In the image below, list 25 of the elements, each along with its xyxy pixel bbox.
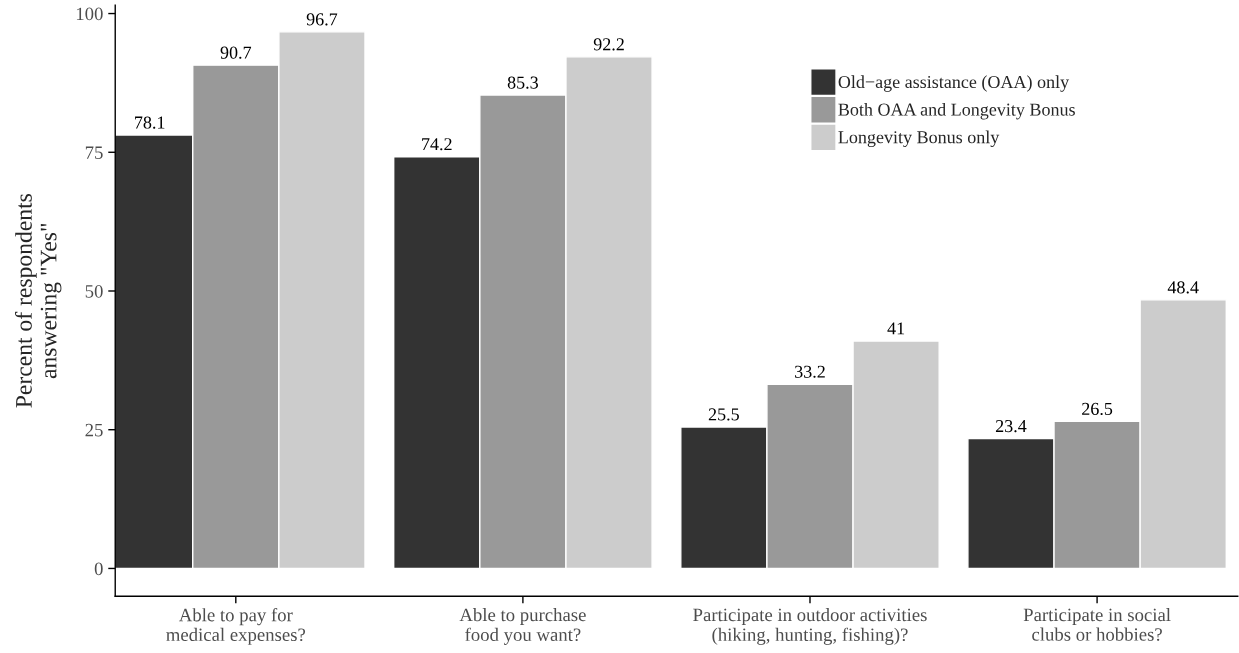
x-tick-label: Participate in outdoor activities (hiking, hunting, fishing)?	[693, 607, 927, 645]
x-tick-label: Able to pay for medical expenses?	[166, 607, 306, 645]
data-label: 33.2	[795, 365, 825, 378]
data-label: 48.4	[1167, 281, 1199, 294]
data-label: 85.3	[507, 76, 538, 89]
data-label: 96.7	[306, 13, 338, 26]
x-tick-label: Participate in social clubs or hobbies?	[1023, 607, 1171, 641]
data-label: 92.2	[593, 38, 624, 51]
data-label: 25.5	[708, 408, 739, 421]
legend-label: Both OAA and Longevity Bonus	[838, 102, 1075, 120]
data-label: 26.5	[1082, 402, 1113, 416]
legend-label: Old−age assistance (OAA) only	[838, 75, 1070, 92]
data-label: 74.2	[422, 138, 452, 151]
legend-label: Longevity Bonus only	[838, 130, 1000, 148]
data-label: 41	[887, 322, 905, 335]
y-tick-label: 0	[94, 562, 103, 576]
y-tick-label: 50	[85, 285, 103, 298]
data-label: 23.4	[995, 420, 1027, 433]
x-tick-label: Able to purchase food you want?	[459, 607, 586, 645]
data-label: 90.7	[220, 46, 252, 59]
y-tick-label: 75	[85, 146, 103, 159]
data-label: 78.1	[135, 116, 165, 129]
y-axis-title: Percent of respondents answering "Yes"	[15, 194, 62, 408]
y-tick-label: 100	[76, 7, 103, 21]
y-tick-label: 25	[85, 423, 103, 437]
